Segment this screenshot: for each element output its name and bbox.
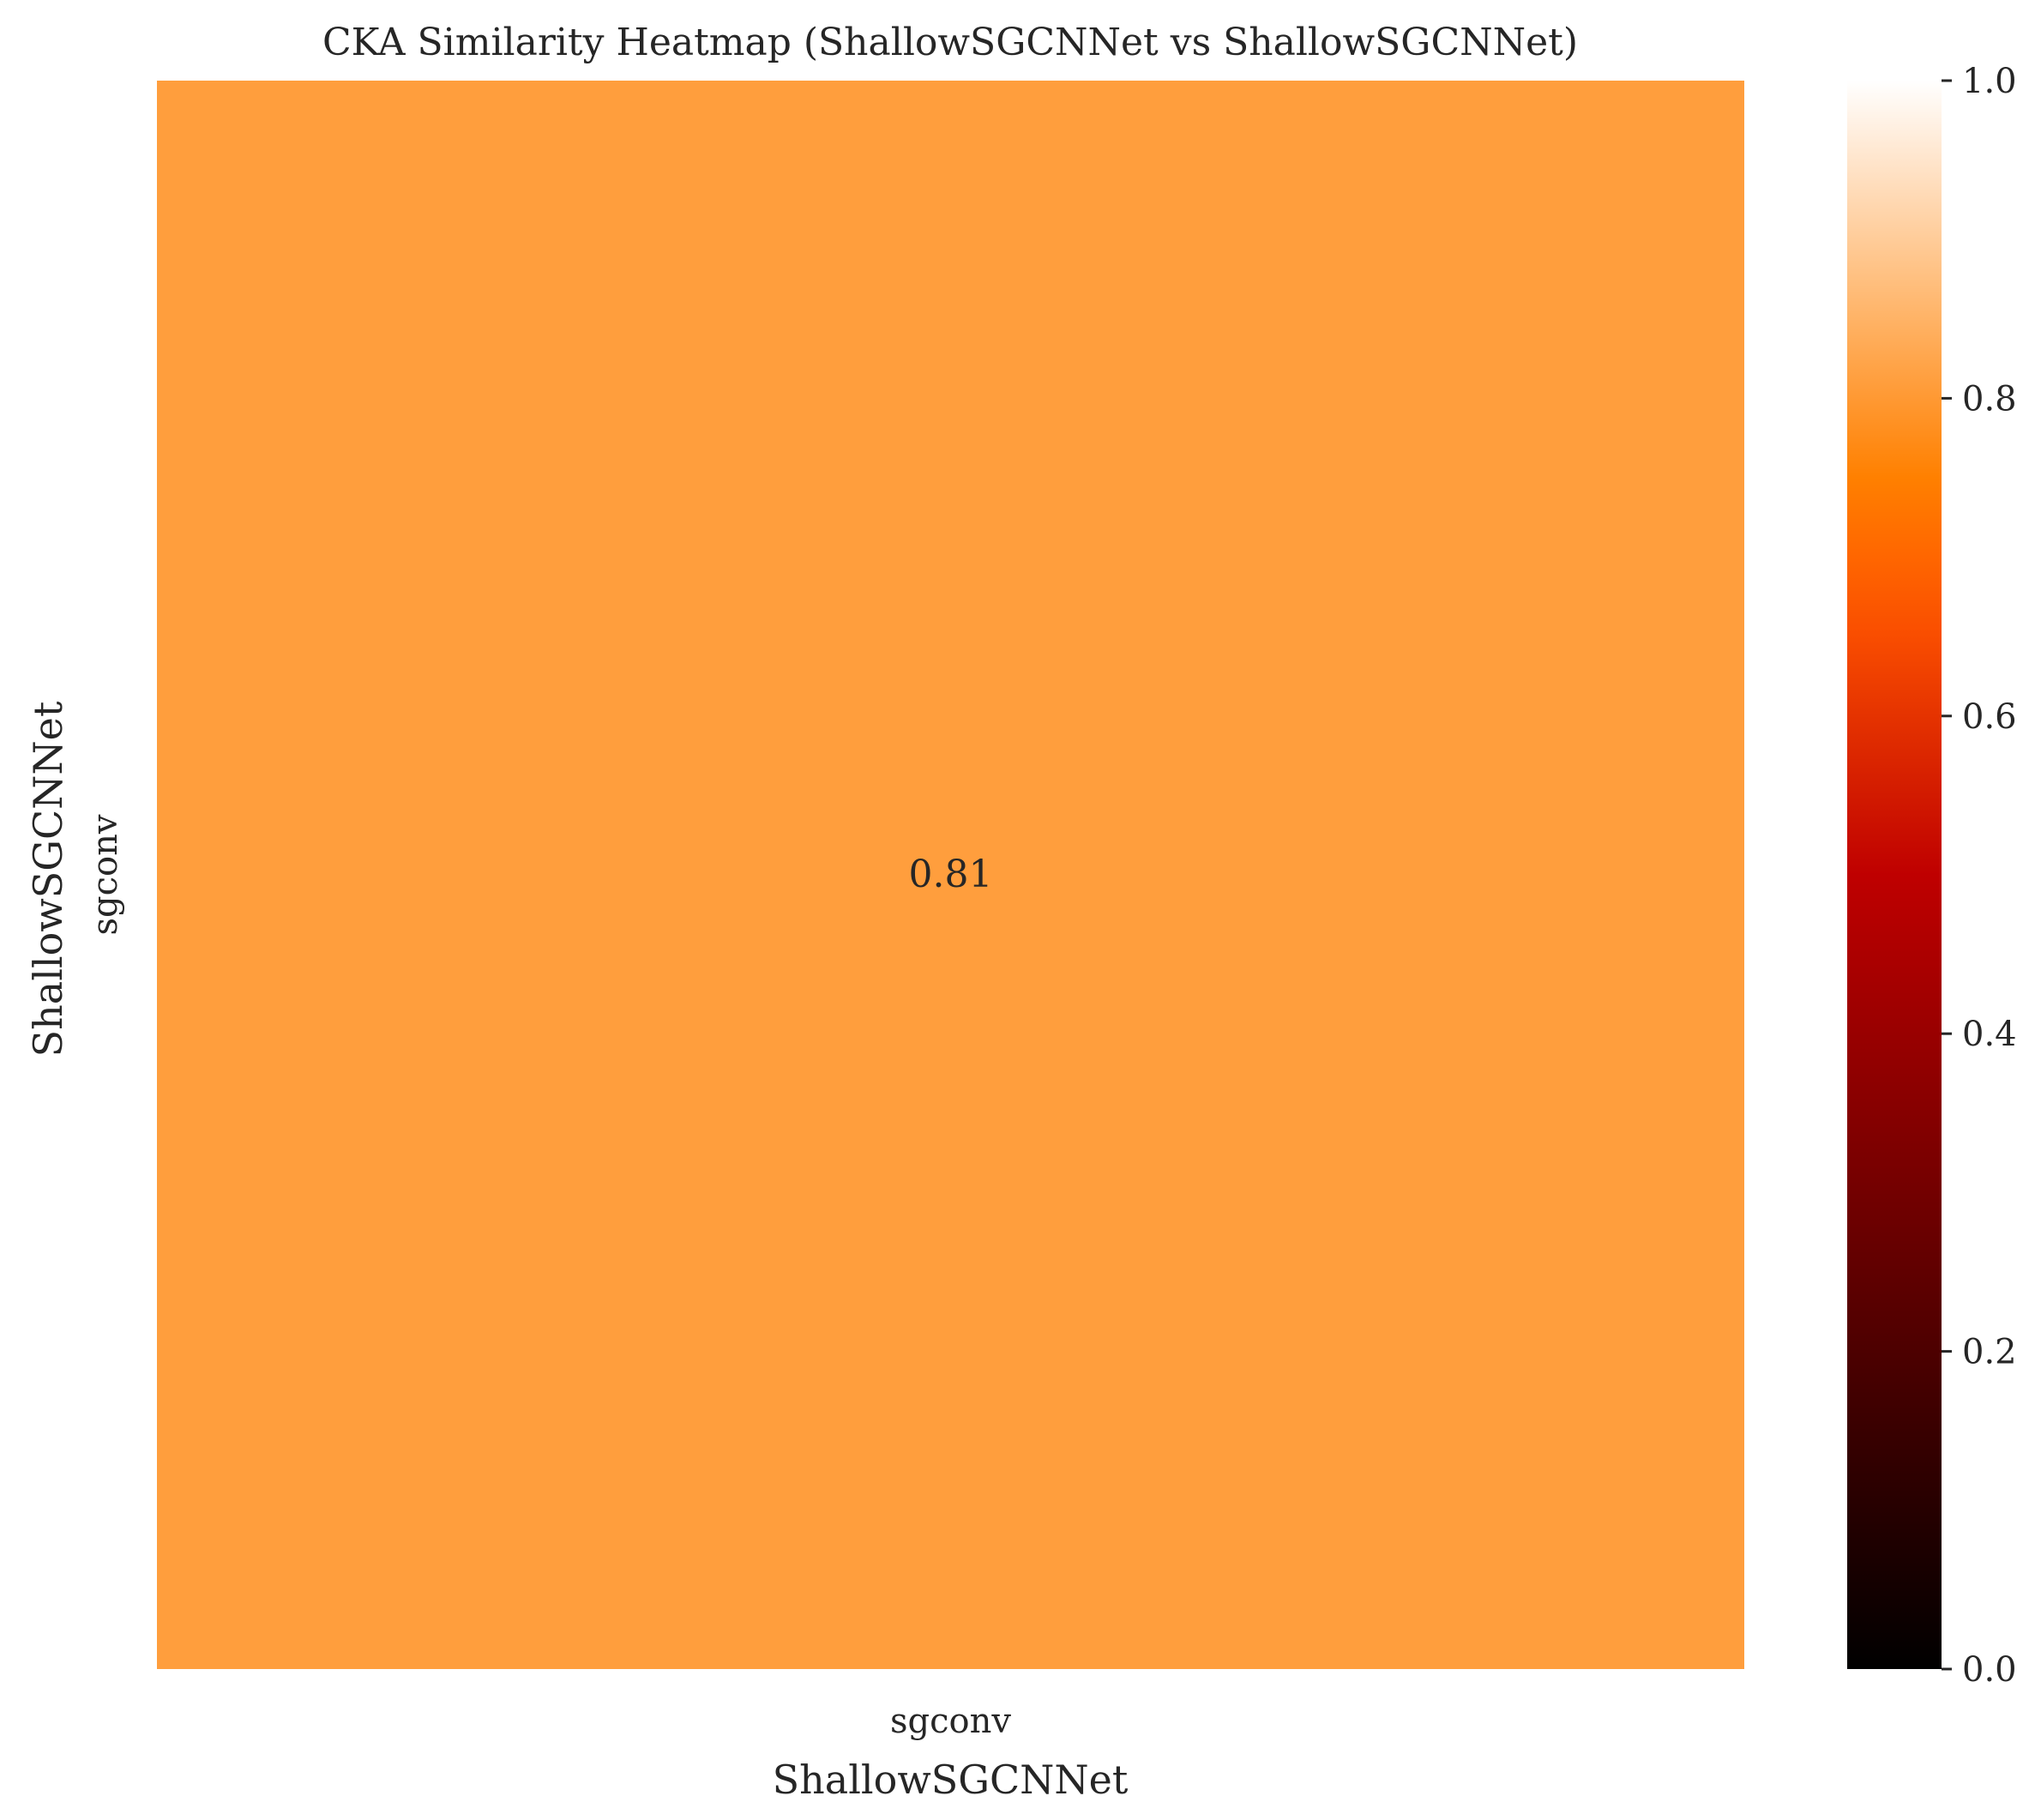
y-tick-label: sgconv [86,814,125,935]
y-tick-labels: sgconv [86,814,125,935]
colorbar-tick-label: 0.0 [1962,1650,2017,1690]
chart-title: CKA Similarity Heatmap (ShallowSGCNNet v… [322,21,1578,64]
colorbar-tick-label: 0.6 [1962,697,2017,737]
colorbar-tick-label: 0.8 [1962,379,2017,419]
x-tick-labels: sgconv [890,1702,1011,1741]
colorbar-tick-label: 0.4 [1962,1015,2017,1054]
colorbar-tick-label: 0.2 [1962,1333,2017,1372]
x-axis-label: ShallowSGCNNet [773,1757,1129,1803]
colorbar: 0.0 0.2 0.4 0.6 0.8 1.0 [1847,62,2017,1690]
heatmap-cell [157,81,1744,1669]
cell-value-label: 0.81 [909,853,993,896]
colorbar-ticks: 0.0 0.2 0.4 0.6 0.8 1.0 [1942,62,2017,1690]
x-tick-label: sgconv [890,1702,1011,1741]
y-axis-label: ShallowSGCNNet [25,701,71,1057]
colorbar-tick-label: 1.0 [1962,62,2017,101]
heatmap-cells: 0.81 [157,81,1744,1669]
colorbar-gradient [1847,81,1942,1669]
